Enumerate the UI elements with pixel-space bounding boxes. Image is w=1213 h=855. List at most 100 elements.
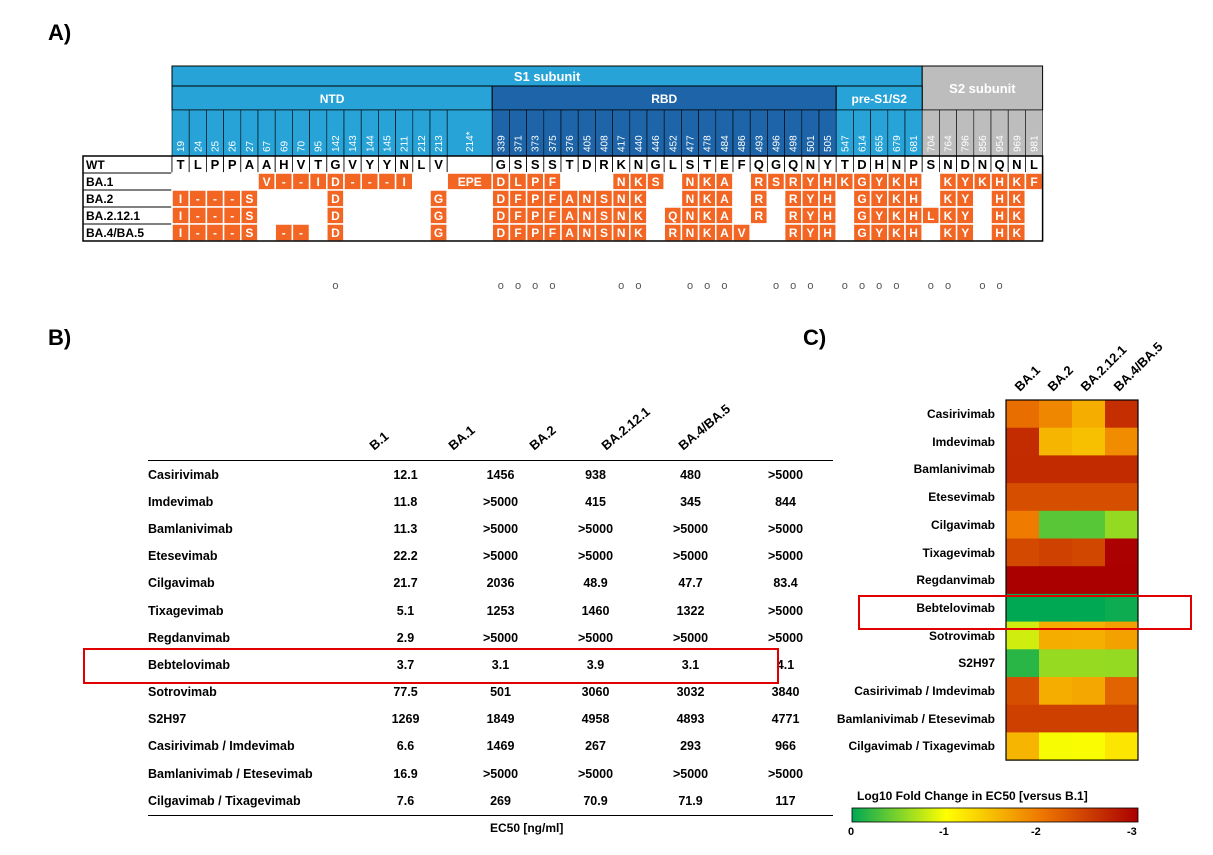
antibody-name: Bamlanivimab <box>148 521 233 536</box>
mutation-text: D <box>496 226 505 240</box>
mutation-cell <box>835 223 855 242</box>
mutation-text: D <box>331 209 340 223</box>
heatmap-column-label: BA.2 <box>1045 363 1077 395</box>
ec50-value: >5000 <box>482 494 519 509</box>
position-label: 339 <box>496 135 507 152</box>
mutation-text: K <box>1012 175 1021 189</box>
mutation-cell <box>394 206 414 225</box>
heatmap-cell <box>1105 427 1139 456</box>
mutation-text: P <box>531 209 539 223</box>
mutation-text: A <box>565 209 574 223</box>
antibody-name: S2H97 <box>148 712 187 727</box>
mutation-text: Y <box>823 157 832 172</box>
mutation-text: K <box>944 192 953 206</box>
position-label: 144 <box>365 135 376 152</box>
mutation-cell <box>663 189 683 208</box>
mutation-cell <box>360 206 380 225</box>
ec50-value: >5000 <box>482 766 519 781</box>
ec50-row: S2H97 1269 1849 4958 4893 4771 <box>148 706 833 733</box>
mutation-cell <box>257 223 276 242</box>
ec50-column-header: BA.1 <box>445 422 478 453</box>
position-label: 405 <box>582 135 593 152</box>
mutation-text: A <box>565 226 574 240</box>
mutation-text: L <box>927 209 934 223</box>
panel-c-label: C) <box>803 325 827 350</box>
mutation-cell <box>274 206 294 225</box>
panel-a-label: A) <box>48 20 72 45</box>
mutation-cell <box>732 206 751 225</box>
grid-border <box>82 155 1044 242</box>
mutation-text: D <box>857 157 866 172</box>
position-label: 496 <box>772 135 783 152</box>
ec50-value: >5000 <box>482 549 519 564</box>
mutation-cell <box>360 223 380 242</box>
mutation-text: P <box>211 157 220 172</box>
mutation-text: S <box>245 209 253 223</box>
heatmap-row-label: Imdevimab <box>932 434 995 449</box>
position-label: 679 <box>892 135 903 152</box>
mutation-text: F <box>1030 175 1037 189</box>
ec50-value: 267 <box>585 739 606 754</box>
ec50-value: >5000 <box>767 630 804 645</box>
heatmap-cell <box>1039 677 1073 706</box>
mutation-text: Y <box>875 226 883 240</box>
mutation-text: - <box>385 175 389 189</box>
ec50-row: Sotrovimab 77.5 501 3060 3032 3840 <box>148 679 833 706</box>
position-circle-marker: o <box>876 280 882 292</box>
position-label: 796 <box>961 135 972 152</box>
ec50-row: Casirivimab 12.1 1456 938 480 >5000 <box>148 460 833 489</box>
antibody-name: Bebtelovimab <box>148 657 230 672</box>
heatmap-cell <box>1039 538 1073 567</box>
mutation-cell <box>766 206 786 225</box>
position-label: 376 <box>565 135 576 152</box>
position-circle-marker: o <box>498 280 504 292</box>
antibody-name: Casirivimab / Imdevimab <box>148 739 295 754</box>
mutation-cell <box>560 172 579 191</box>
antibody-name: Cilgavimab <box>148 576 215 591</box>
heatmap-cell <box>1105 538 1139 567</box>
mutation-text: G <box>651 157 661 172</box>
s2-subunit-band <box>921 65 1044 111</box>
mutation-text: T <box>703 157 711 172</box>
colorbar-tick-label: 0 <box>848 826 855 838</box>
ec50-value: 3840 <box>771 685 800 700</box>
position-label: 417 <box>617 135 628 152</box>
mutation-text: H <box>909 175 918 189</box>
heatmap-cell <box>1072 455 1106 484</box>
mutation-text: L <box>669 157 677 172</box>
mutation-text: N <box>634 157 643 172</box>
mutation-text: D <box>331 192 340 206</box>
mutation-text: H <box>995 192 1004 206</box>
ec50-value: >5000 <box>577 630 614 645</box>
mutation-text: H <box>823 192 832 206</box>
position-circle-marker: o <box>893 280 899 292</box>
heatmap-cell <box>1006 483 1040 512</box>
ec50-value: 22.2 <box>393 549 418 564</box>
ec50-value: 938 <box>548 460 643 489</box>
mutation-cell <box>835 206 855 225</box>
mutation-text: K <box>892 175 901 189</box>
domain-label: pre-S1/S2 <box>852 92 908 106</box>
position-label: 70 <box>297 140 308 152</box>
mutation-cell <box>446 155 493 174</box>
position-label: 655 <box>875 135 886 152</box>
position-label: 981 <box>1030 135 1041 152</box>
heatmap-cell <box>1006 427 1040 456</box>
heatmap-row-label: Cilgavimab / Tixagevimab <box>848 739 995 754</box>
heatmap-cell <box>1105 677 1139 706</box>
ec50-value: 71.9 <box>643 787 738 816</box>
position-circle-marker: o <box>549 280 555 292</box>
mutation-cell <box>291 189 311 208</box>
mutation-text: N <box>686 226 695 240</box>
mutation-text: Y <box>806 226 814 240</box>
s1-subunit-label: S1 subunit <box>514 69 581 84</box>
position-label: 440 <box>634 135 645 152</box>
colorbar-title: Log10 Fold Change in EC50 [versus B.1] <box>857 789 1088 803</box>
mutation-text: P <box>228 157 237 172</box>
heatmap-cell <box>1006 510 1040 539</box>
mutation-text: K <box>892 209 901 223</box>
ec50-value: 4.1 <box>776 657 795 672</box>
mutation-text: P <box>531 192 539 206</box>
ec50-value: 3.1 <box>491 657 510 672</box>
heatmap-cell <box>1039 649 1073 678</box>
